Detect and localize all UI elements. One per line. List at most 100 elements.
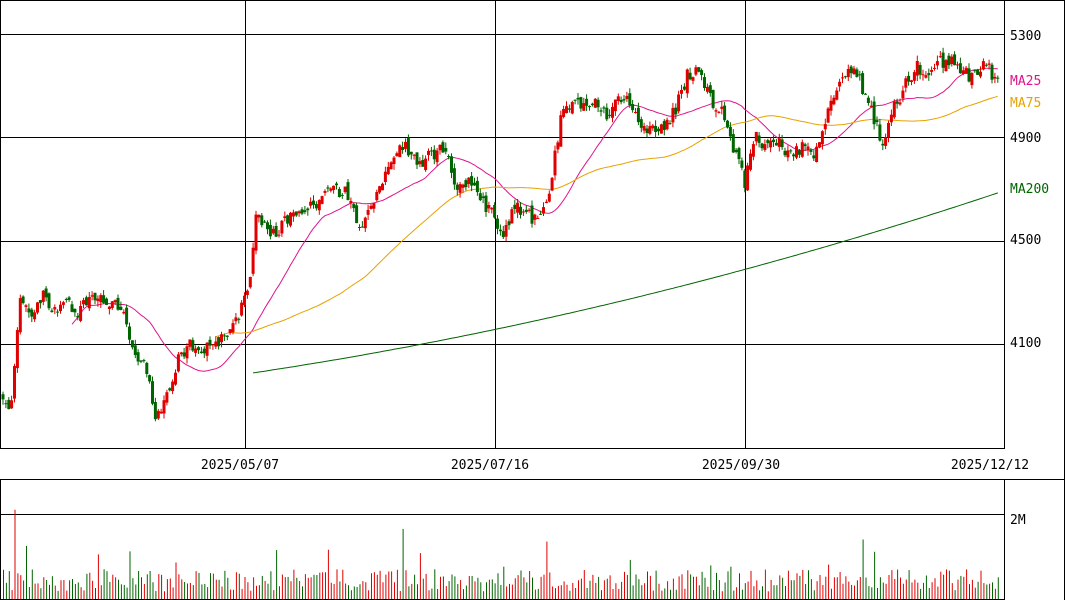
candle-body <box>452 168 456 185</box>
candle-body <box>887 123 890 138</box>
candle-body <box>927 73 931 76</box>
candle-body <box>481 196 485 198</box>
candle-body <box>519 206 522 215</box>
candle-body <box>498 229 502 232</box>
candle-body <box>789 150 793 152</box>
candle-body <box>467 177 471 184</box>
candle-body <box>547 193 551 202</box>
candle-body <box>73 308 77 313</box>
candle-body <box>24 305 28 307</box>
candle-body <box>869 105 873 108</box>
price-panel-frame <box>0 0 1005 449</box>
candle-body <box>248 277 252 288</box>
candle-body <box>544 201 548 204</box>
candle-body <box>680 90 683 94</box>
candle-body <box>199 351 203 353</box>
candle-body <box>849 66 853 74</box>
candle-body <box>478 193 482 201</box>
candle-body <box>424 158 428 170</box>
candle-body <box>895 101 899 104</box>
candle-body <box>984 64 988 66</box>
candle-body <box>889 114 893 123</box>
candle-body <box>912 72 916 81</box>
candle-body <box>596 99 600 108</box>
candle-body <box>530 205 534 224</box>
candle-body <box>697 67 701 72</box>
candle-body <box>444 148 448 152</box>
candle-body <box>728 126 732 137</box>
candle-body <box>291 212 295 217</box>
candle-body <box>122 311 126 314</box>
candle-body <box>691 77 695 81</box>
candle-body <box>941 52 945 68</box>
candle-body <box>619 99 623 103</box>
candle-body <box>271 228 275 234</box>
candle-body <box>835 90 839 100</box>
candle-body <box>490 207 494 210</box>
candle-body <box>567 108 571 110</box>
candle-body <box>90 295 94 297</box>
candle-body <box>401 147 405 150</box>
candle-body <box>806 146 810 151</box>
candle-body <box>820 131 824 145</box>
candle-body <box>743 170 747 188</box>
candle-body <box>864 93 867 95</box>
candle-body <box>10 400 14 409</box>
candle-body <box>455 184 459 190</box>
candle-body <box>996 77 1000 79</box>
candle-body <box>102 295 106 303</box>
candle-body <box>142 360 146 362</box>
candle-body <box>688 72 692 80</box>
candle-body <box>421 160 425 167</box>
candle-body <box>746 165 750 191</box>
candle-body <box>573 99 577 101</box>
candle-body <box>651 125 655 129</box>
candle-body <box>59 304 62 312</box>
candle-body <box>366 209 370 215</box>
candle-body <box>237 318 241 320</box>
candle-body <box>386 166 390 175</box>
candle-body <box>99 295 103 303</box>
candle-body <box>731 134 735 153</box>
candle-body <box>843 76 847 78</box>
candle-body <box>504 225 508 237</box>
candle-body <box>7 399 11 410</box>
candle-body <box>392 157 396 164</box>
candle-body <box>314 204 318 209</box>
candle-body <box>412 154 416 156</box>
candle-body <box>205 342 209 356</box>
candle-body <box>993 76 997 79</box>
candle-body <box>636 107 640 123</box>
legend-ma25: MA25 <box>1010 74 1041 89</box>
candle-body <box>990 64 994 80</box>
date-tick-label: 2025/05/07 <box>201 458 279 473</box>
candle-body <box>740 160 744 168</box>
candle-body <box>616 96 620 101</box>
candle-body <box>930 69 934 72</box>
candle-body <box>938 56 942 58</box>
candle-body <box>539 213 543 215</box>
candle-body <box>981 61 985 70</box>
candle-body <box>841 77 844 79</box>
candle-body <box>312 200 315 205</box>
candle-body <box>846 69 850 78</box>
candle-body <box>64 299 68 300</box>
candle-body <box>182 352 186 357</box>
candle-body <box>125 307 129 325</box>
candle-body <box>82 300 85 305</box>
candle-body <box>774 142 778 146</box>
candle-body <box>268 224 272 237</box>
ma200-line <box>253 192 998 374</box>
candle-body <box>289 212 292 226</box>
candle-body <box>435 150 439 163</box>
candle-body <box>415 152 419 165</box>
candle-body <box>110 301 114 308</box>
candle-body <box>372 203 376 209</box>
price-tick-label: 4100 <box>1010 336 1041 351</box>
candle-body <box>145 362 149 374</box>
candle-body <box>921 74 925 76</box>
volume-tick-label: 2M <box>1010 513 1026 528</box>
candle-body <box>162 400 166 414</box>
candle-body <box>228 329 232 333</box>
candle-body <box>61 302 65 305</box>
